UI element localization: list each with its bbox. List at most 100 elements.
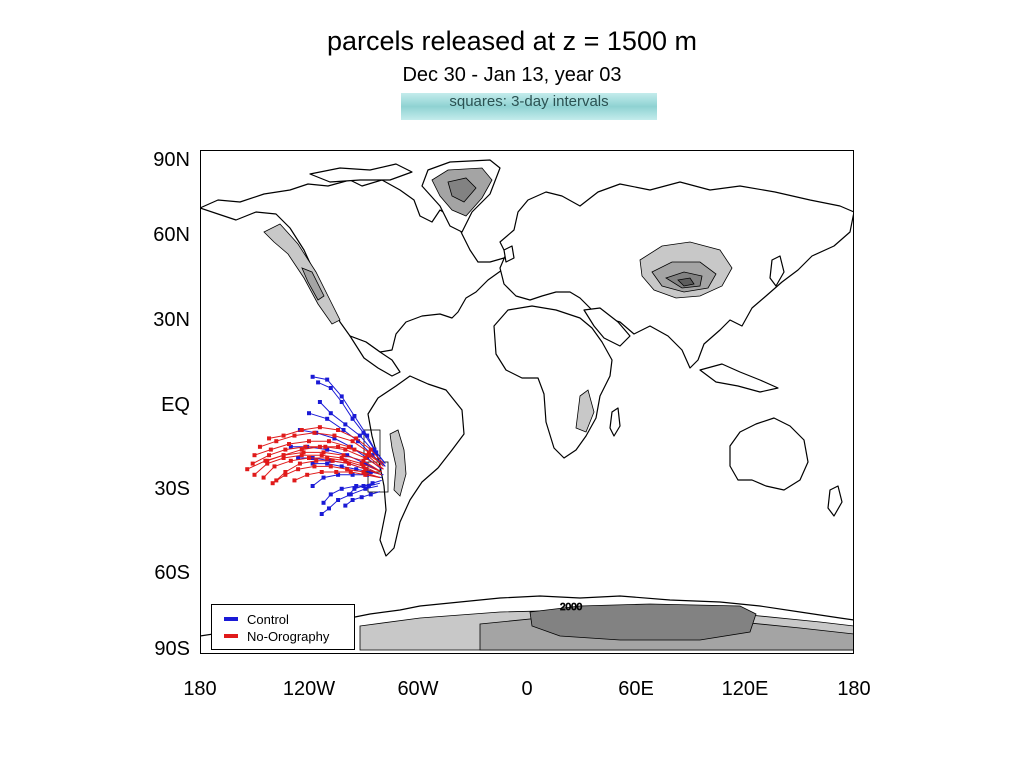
no-orography-marker (343, 447, 348, 452)
no-orography-marker (281, 456, 286, 460)
lat-label-60n: 60N (153, 224, 190, 246)
no-orography-marker (292, 433, 297, 438)
control-marker (357, 433, 362, 438)
no-orography-marker (326, 439, 331, 444)
control-marker (361, 484, 366, 488)
no-orography-marker (368, 447, 373, 452)
legend-label-no-orography: No-Orography (247, 628, 330, 644)
control-marker (296, 456, 301, 460)
no-orography-marker (307, 456, 311, 460)
no-orography-marker (265, 461, 270, 466)
japan (769, 255, 785, 287)
no-orography-marker (265, 458, 270, 463)
no-orography-trajectory-9 (272, 465, 381, 484)
world-map: 2000 (200, 150, 854, 654)
control-marker (321, 500, 326, 505)
control-marker (343, 503, 348, 508)
control-marker (370, 481, 375, 486)
lon-label-120w: 120W (282, 678, 336, 700)
control-marker (319, 512, 324, 516)
no-orography-marker (363, 467, 368, 472)
control-marker (352, 414, 357, 418)
control-marker (339, 486, 344, 491)
control-marker (328, 411, 333, 416)
no-orography-marker (366, 453, 371, 458)
control-marker (326, 506, 331, 511)
no-orography-trajectory-6 (254, 454, 382, 476)
no-orography-marker (312, 430, 317, 435)
control-marker (325, 447, 330, 452)
elevation-contours: 2000 (263, 167, 854, 651)
legend-entry-control: Control (224, 611, 289, 627)
no-orography-marker (359, 461, 364, 466)
control-marker (325, 416, 330, 421)
no-orography-marker (346, 461, 351, 466)
no-orography-marker (299, 428, 304, 432)
control-marker (372, 447, 377, 452)
control-marker (356, 439, 361, 444)
no-orography-marker (283, 472, 288, 477)
no-orography-marker (352, 447, 357, 452)
no-orography-marker (301, 450, 306, 455)
british-isles (503, 245, 515, 263)
control-marker (350, 472, 355, 477)
legend: Control No-Orography (211, 604, 355, 650)
no-orography-marker (361, 470, 366, 474)
control-marker (372, 450, 377, 455)
greenland-ice-dome (447, 177, 477, 203)
no-orography-marker (283, 447, 288, 452)
no-orography-marker (274, 439, 279, 444)
control-marker (307, 411, 311, 416)
no-orography-marker (268, 447, 273, 452)
control-marker (339, 464, 344, 469)
no-orography-marker (363, 456, 368, 460)
southeast-asia-islands (699, 363, 779, 393)
no-orography-marker (336, 444, 341, 449)
no-orography-trajectory-7 (263, 457, 382, 478)
control-marker (350, 416, 355, 421)
no-orography-marker (283, 470, 288, 474)
control-marker (317, 400, 322, 404)
no-orography-marker (307, 439, 311, 444)
no-orography-marker (361, 458, 366, 463)
lat-label-eq: EQ (161, 394, 190, 416)
no-orography-marker (334, 470, 339, 474)
no-orography-marker (252, 472, 257, 477)
control-marker (350, 498, 355, 502)
lat-label-60s: 60S (154, 562, 190, 584)
control-marker (336, 472, 341, 477)
central-america (349, 335, 401, 377)
map-title: parcels released at z = 1500 m (327, 26, 697, 56)
control-marker (354, 484, 359, 488)
lon-label-60w: 60W (397, 678, 439, 700)
control-marker (328, 386, 333, 390)
control-marker (359, 495, 364, 500)
interval-note: squares: 3-day intervals (401, 93, 657, 120)
no-orography-marker (319, 470, 324, 474)
control-marker (345, 453, 350, 458)
control-marker (328, 492, 333, 497)
no-orography-marker (267, 453, 272, 458)
rockies-high-relief (301, 267, 325, 301)
no-orography-marker (303, 444, 308, 449)
no-orography-marker (296, 467, 301, 472)
lat-label-90s: 90S (154, 638, 190, 660)
east-africa-relief (575, 389, 595, 433)
no-orography-marker (321, 450, 326, 455)
no-orography-marker (346, 444, 351, 449)
control-marker (368, 470, 373, 474)
no-orography-marker (281, 433, 286, 438)
tibet-summit (677, 277, 695, 287)
no-orography-marker (339, 456, 344, 460)
no-orography-marker (250, 461, 255, 466)
map-subtitle: Dec 30 - Jan 13, year 03 (402, 64, 622, 86)
no-orography-marker (354, 436, 359, 441)
no-orography-marker (319, 453, 324, 458)
no-orography-marker (361, 464, 366, 469)
new-zealand (827, 485, 843, 517)
lat-label-90n: 90N (153, 149, 190, 171)
no-orography-marker (299, 453, 304, 458)
no-orography-marker (328, 464, 333, 469)
no-orography-marker (341, 453, 346, 458)
map-frame (200, 150, 854, 654)
